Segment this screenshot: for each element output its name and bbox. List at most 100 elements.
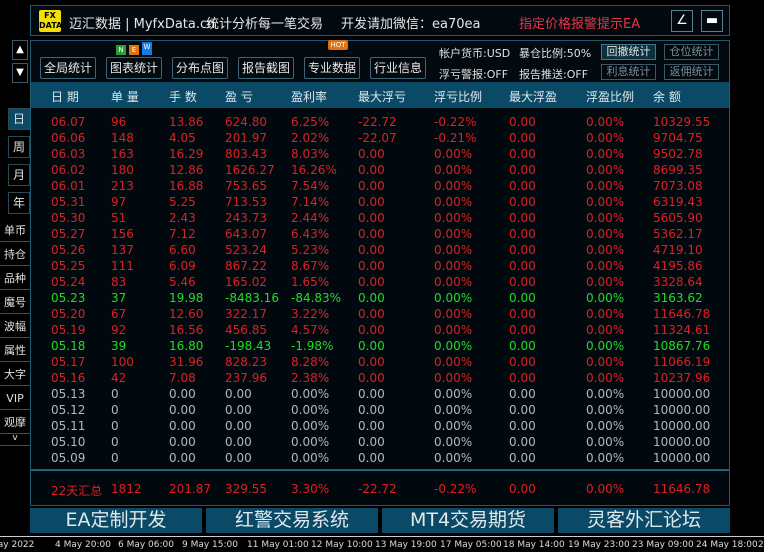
table-cell: 5.23% <box>291 243 330 257</box>
table-row[interactable]: 05.27 156 7.12 643.07 6.43% 0.00 0.00% 0.00 0.00… <box>31 227 731 243</box>
table-row[interactable]: 05.10 0 0.00 0.00 0.00% 0.00 0.00% 0.00 0.00% 100… <box>31 435 731 451</box>
column-header[interactable]: 盈利率 <box>291 90 328 104</box>
table-cell: 0.00% <box>434 355 473 369</box>
promo-link[interactable]: 指定价格报警提示EA <box>519 17 641 32</box>
sidebar-item[interactable]: 大字 <box>0 364 30 386</box>
sidebar-item[interactable]: 观摩 <box>0 412 30 434</box>
table-row[interactable]: 05.23 37 19.98 -8483.16 -84.83% 0.00 0.00% 0.00… <box>31 291 731 307</box>
margin-ratio: 暴仓比例:50% <box>519 47 592 60</box>
sidebar-item[interactable]: 单币 <box>0 220 30 242</box>
table-cell: 0.00 <box>509 275 536 289</box>
scroll-down-button[interactable]: ▼ <box>12 63 28 83</box>
table-cell: 0.00 <box>225 387 252 401</box>
table-cell: 10000.00 <box>653 387 711 401</box>
table-cell: 10867.76 <box>653 339 711 353</box>
drawdown-stats-button[interactable]: 回撤统计 <box>601 44 656 60</box>
table-row[interactable]: 05.18 39 16.80 -198.43 -1.98% 0.00 0.00% 0.00 0.… <box>31 339 731 355</box>
pro-data-button[interactable]: 专业数据 <box>304 57 360 79</box>
sidebar-more-chevron-icon[interactable]: v <box>0 432 30 446</box>
table-cell: 0.00 <box>509 307 536 321</box>
table-cell: 0.00% <box>586 147 625 161</box>
column-header[interactable]: 盈 亏 <box>225 90 253 104</box>
table-cell: 5.46 <box>169 275 196 289</box>
table-cell: 0.00% <box>586 275 625 289</box>
table-row[interactable]: 06.06 148 4.05 201.97 2.02% -22.07 -0.21% 0.00 0… <box>31 131 731 147</box>
table-cell: 0.00 <box>169 419 196 433</box>
column-header[interactable]: 最大浮亏 <box>358 90 407 104</box>
table-row[interactable]: 05.16 42 7.08 237.96 2.38% 0.00 0.00% 0.00 0.00%… <box>31 371 731 387</box>
table-row[interactable]: 05.30 51 2.43 243.73 2.44% 0.00 0.00% 0.00 0.00%… <box>31 211 731 227</box>
period-tab-0[interactable]: 日 <box>8 108 30 130</box>
chart-stats-button[interactable]: 图表统计 <box>106 57 162 79</box>
table-row[interactable]: 05.31 97 5.25 713.53 7.14% 0.00 0.00% 0.00 0.00%… <box>31 195 731 211</box>
time-tick: 11 May 01:00 <box>247 540 309 550</box>
column-header[interactable]: 余 额 <box>653 90 681 104</box>
position-stats-button[interactable]: 仓位统计 <box>664 44 719 60</box>
table-cell: 7.14% <box>291 195 330 209</box>
table-cell: 6.09 <box>169 259 196 273</box>
table-cell: 05.18 <box>51 339 86 353</box>
table-cell: 0.00 <box>509 451 536 465</box>
global-stats-button[interactable]: 全局统计 <box>40 57 96 79</box>
table-cell: 05.24 <box>51 275 86 289</box>
table-cell: -84.83% <box>291 291 342 305</box>
table-cell: 05.17 <box>51 355 86 369</box>
table-cell: 16.56 <box>169 323 204 337</box>
table-row[interactable]: 06.07 96 13.86 624.80 6.25% -22.72 -0.22% 0.00 0… <box>31 115 731 131</box>
report-push[interactable]: 报告推送:OFF <box>519 68 589 81</box>
distribution-button[interactable]: 分布点图 <box>172 57 228 79</box>
period-tab-3[interactable]: 年 <box>8 192 30 214</box>
column-header[interactable]: 浮盈比例 <box>586 90 635 104</box>
sidebar-item[interactable]: 波幅 <box>0 316 30 338</box>
contact-text: 开发请加微信：ea70ea <box>341 17 481 32</box>
table-cell: 0.00 <box>225 403 252 417</box>
table-row[interactable]: 05.13 0 0.00 0.00 0.00% 0.00 0.00% 0.00 0.00% 100… <box>31 387 731 403</box>
rebate-stats-button[interactable]: 返佣统计 <box>664 64 719 80</box>
interest-stats-button[interactable]: 利息统计 <box>601 64 656 80</box>
table-row[interactable]: 05.24 83 5.46 165.02 1.65% 0.00 0.00% 0.00 0.00%… <box>31 275 731 291</box>
table-cell: 06.03 <box>51 147 86 161</box>
table-row[interactable]: 05.12 0 0.00 0.00 0.00% 0.00 0.00% 0.00 0.00% 100… <box>31 403 731 419</box>
report-screenshot-button[interactable]: 报告截图 <box>238 57 294 79</box>
table-row[interactable]: 05.11 0 0.00 0.00 0.00% 0.00 0.00% 0.00 0.00% 100… <box>31 419 731 435</box>
sidebar-item[interactable]: 持仓 <box>0 244 30 266</box>
table-row[interactable]: 05.19 92 16.56 456.85 4.57% 0.00 0.00% 0.00 0.00… <box>31 323 731 339</box>
table-row[interactable]: 06.03 163 16.29 803.43 8.03% 0.00 0.00% 0.00 0.0… <box>31 147 731 163</box>
period-tab-1[interactable]: 周 <box>8 136 30 158</box>
table-row[interactable]: 05.20 67 12.60 322.17 3.22% 0.00 0.00% 0.00 0.00… <box>31 307 731 323</box>
table-cell: 3328.64 <box>653 275 703 289</box>
sidebar-item[interactable]: VIP <box>0 388 30 410</box>
slogan: 统计分析每一笔交易 <box>206 17 324 32</box>
loss-alert[interactable]: 浮亏警报:OFF <box>439 68 509 81</box>
minimize-button[interactable]: ▬ <box>701 10 723 32</box>
column-header[interactable]: 浮亏比例 <box>434 90 483 104</box>
table-row[interactable]: 05.26 137 6.60 523.24 5.23% 0.00 0.00% 0.00 0.00… <box>31 243 731 259</box>
table-row[interactable]: 05.25 111 6.09 867.22 8.67% 0.00 0.00% 0.00 0.00… <box>31 259 731 275</box>
time-tick: 19 May 23:00 <box>568 540 630 550</box>
table-cell: 867.22 <box>225 259 267 273</box>
angle-button[interactable]: ∠ <box>671 10 693 32</box>
industry-info-button[interactable]: 行业信息 <box>370 57 426 79</box>
scroll-up-button[interactable]: ▲ <box>12 40 28 60</box>
column-header[interactable]: 日 期 <box>51 90 79 104</box>
sidebar-item[interactable]: 属性 <box>0 340 30 362</box>
period-tab-2[interactable]: 月 <box>8 164 30 186</box>
table-cell: 12.60 <box>169 307 204 321</box>
forum-button[interactable]: 灵客外汇论坛 <box>558 508 730 533</box>
sidebar-item[interactable]: 魔号 <box>0 292 30 314</box>
table-cell: 16.29 <box>169 147 204 161</box>
table-cell: 06.02 <box>51 163 86 177</box>
column-header[interactable]: 单 量 <box>111 90 139 104</box>
title-bar: FX DATA 迈汇数据 | MyfxData.cn 统计分析每一笔交易 开发请加… <box>30 5 730 36</box>
column-header[interactable]: 最大浮盈 <box>509 90 558 104</box>
table-row[interactable]: 05.09 0 0.00 0.00 0.00% 0.00 0.00% 0.00 0.00% 100… <box>31 451 731 467</box>
table-cell: 0.00% <box>586 243 625 257</box>
mt4-futures-button[interactable]: MT4交易期货 <box>382 508 554 533</box>
ea-custom-button[interactable]: EA定制开发 <box>30 508 202 533</box>
table-row[interactable]: 06.02 180 12.86 1626.27 16.26% 0.00 0.00% 0.00 0… <box>31 163 731 179</box>
table-row[interactable]: 05.17 100 31.96 828.23 8.28% 0.00 0.00% 0.00 0.0… <box>31 355 731 371</box>
redalert-system-button[interactable]: 红警交易系统 <box>206 508 378 533</box>
sidebar-item[interactable]: 品种 <box>0 268 30 290</box>
column-header[interactable]: 手 数 <box>169 90 197 104</box>
table-row[interactable]: 06.01 213 16.88 753.65 7.54% 0.00 0.00% 0.00 0.0… <box>31 179 731 195</box>
